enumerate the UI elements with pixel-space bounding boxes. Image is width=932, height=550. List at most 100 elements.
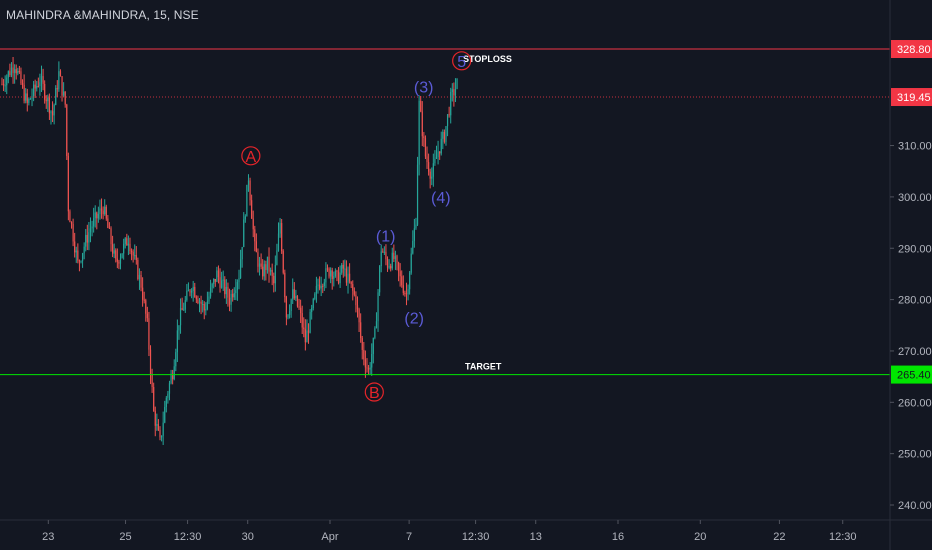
candle-body — [224, 279, 226, 295]
candle-body — [135, 255, 137, 260]
wave-label: 5 — [457, 54, 466, 71]
candle-body — [37, 85, 39, 87]
candle-body — [170, 375, 172, 384]
candle-body — [107, 218, 109, 228]
candle-body — [179, 308, 182, 326]
y-tick-label: 250.00 — [898, 449, 932, 461]
time-axis: 23 25 12:30 30 Apr 7 12:30 13 16 20 22 12:30 — [42, 520, 856, 543]
candle-body — [61, 76, 63, 96]
candle-body — [100, 208, 103, 211]
candle-body — [330, 270, 332, 277]
candle-body — [356, 305, 359, 310]
candle-body — [72, 224, 74, 242]
candle-body — [413, 228, 415, 241]
candle-body — [104, 206, 106, 215]
candle-body — [431, 176, 433, 179]
candle-body — [309, 312, 311, 333]
candle-body — [83, 246, 85, 254]
candle-body — [251, 200, 253, 219]
price-marker-label: 328.80 — [897, 44, 931, 56]
candle-body — [397, 262, 400, 272]
candle-body — [167, 393, 169, 398]
candle-body — [33, 84, 35, 97]
candle-body — [18, 71, 20, 73]
candle-body — [281, 223, 283, 252]
candle-body — [311, 308, 313, 313]
candle-body — [377, 292, 379, 322]
candle-body — [239, 259, 242, 278]
candle-body — [191, 291, 193, 293]
candle-body — [55, 88, 57, 105]
candle-body — [15, 69, 17, 74]
candle-body — [266, 256, 269, 271]
candle-body — [10, 67, 13, 76]
candle-body — [249, 180, 251, 201]
candle-body — [198, 301, 201, 303]
candle-body — [146, 313, 148, 319]
candle-body — [337, 271, 340, 284]
candle-body — [56, 88, 58, 90]
candle-body — [440, 138, 442, 154]
candle-body — [446, 114, 449, 127]
y-tick-label: 270.00 — [898, 346, 932, 358]
stoploss-label: STOPLOSS — [463, 54, 512, 64]
candle-body — [157, 424, 160, 431]
candle-body — [94, 212, 96, 219]
candle-body — [366, 367, 368, 369]
candle-body — [454, 88, 457, 96]
candle-body — [342, 264, 344, 269]
candle-body — [183, 309, 185, 311]
candle-body — [273, 275, 275, 284]
candle-body — [306, 330, 308, 343]
candle-body — [126, 238, 128, 246]
candle-body — [445, 126, 447, 142]
candle-body — [347, 273, 349, 283]
candle-body — [290, 299, 292, 311]
candle-body — [205, 309, 207, 311]
candle-body — [93, 218, 95, 227]
candle-body — [432, 163, 434, 177]
candle-body — [243, 219, 245, 248]
candle-body — [217, 270, 220, 278]
price-marker-bg — [891, 365, 932, 384]
candle-body — [129, 243, 131, 252]
x-tick-label: Apr — [321, 531, 338, 543]
candle-body — [323, 282, 325, 287]
candle-body — [312, 298, 314, 309]
candle-body — [69, 211, 71, 223]
candle-body — [168, 383, 171, 394]
candle-body — [209, 287, 212, 297]
candle-body — [233, 293, 235, 298]
candle-body — [34, 84, 36, 89]
x-tick-label: 16 — [612, 531, 624, 543]
candle-body — [23, 84, 25, 101]
candle-body — [151, 374, 153, 388]
candle-body — [77, 250, 79, 261]
candle-body — [314, 293, 316, 299]
candle-body — [25, 93, 27, 101]
candle-body — [317, 284, 319, 286]
candle-body — [200, 301, 202, 305]
candle-body — [91, 226, 93, 229]
candle-body — [277, 233, 280, 251]
candle-body — [386, 259, 389, 268]
wave-label: (2) — [404, 311, 424, 328]
candle-body — [345, 268, 348, 283]
chart-title: MAHINDRA &MAHINDRA, 15, NSE — [6, 8, 199, 22]
candle-body — [178, 325, 180, 331]
price-marker-bg — [891, 88, 932, 107]
candle-body — [428, 162, 430, 172]
candle-body — [360, 322, 362, 339]
candle-body — [66, 104, 68, 156]
candle-body — [252, 218, 254, 230]
candle-body — [391, 252, 393, 269]
candle-body — [437, 151, 439, 157]
candle-body — [53, 104, 55, 116]
candle-body — [86, 234, 88, 243]
candle-body — [192, 286, 194, 292]
x-tick-label: 12:30 — [829, 531, 857, 543]
candle-body — [81, 253, 84, 262]
candle-body — [6, 77, 8, 86]
candle-body — [121, 253, 123, 258]
